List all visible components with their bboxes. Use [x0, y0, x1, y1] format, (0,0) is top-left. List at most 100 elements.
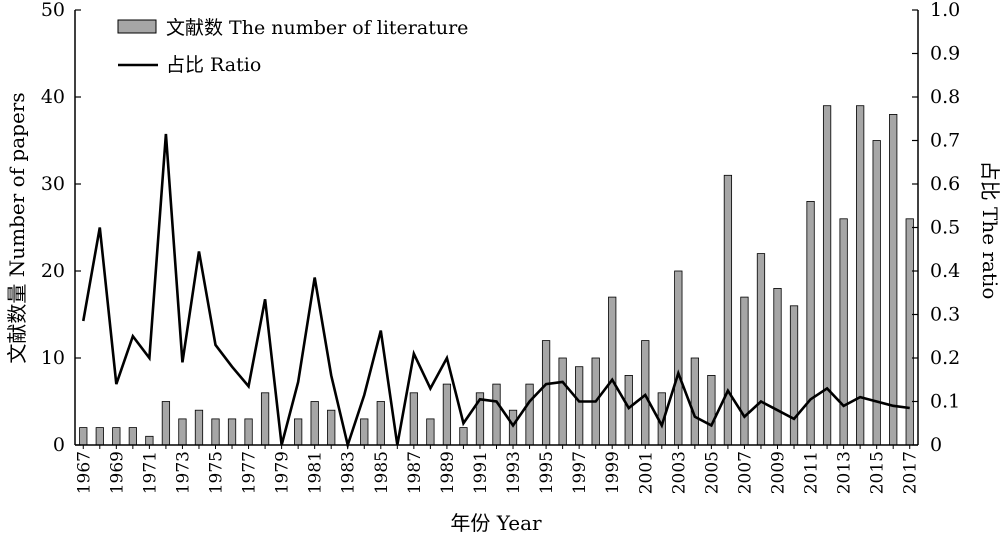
right-tick-label: 0 [930, 434, 942, 456]
bar-1984 [360, 418, 369, 446]
x-tick-label: 2009 [769, 451, 789, 494]
left-tick-label: 10 [41, 347, 65, 369]
bar-1975 [211, 418, 220, 446]
bar-1967 [79, 427, 88, 446]
x-tick-label: 1967 [74, 451, 94, 494]
left-tick-label: 20 [41, 260, 65, 282]
x-tick-label: 1999 [603, 451, 623, 494]
bar-1976 [227, 418, 237, 446]
bar-1995 [541, 340, 551, 446]
right-tick-label: 0.9 [930, 43, 960, 65]
x-tick-label: 1969 [107, 451, 127, 494]
right-tick-label: 0.6 [930, 173, 960, 195]
bar-2008 [756, 253, 766, 446]
bar-1992 [492, 383, 501, 446]
x-tick-label: 1975 [207, 451, 227, 494]
right-tick-label: 0.4 [930, 260, 960, 282]
x-tick-label: 2001 [636, 451, 656, 494]
x-tick-label: 2005 [702, 451, 722, 494]
bar-2017 [905, 218, 914, 446]
x-tick-label: 1985 [372, 451, 392, 494]
bar-1988 [426, 418, 435, 446]
legend: 文献数 The number of literature 占比 Ratio [117, 17, 468, 76]
bar-2007 [740, 296, 749, 446]
bar-2003 [674, 270, 683, 446]
ratio-line-series [81, 133, 910, 450]
right-axis-ticks: 0 0.1 0.2 0.3 0.4 0.5 0.6 0.7 0.8 0.9 1.0 [912, 0, 960, 456]
bar-1981 [310, 401, 319, 446]
bar-1970 [128, 427, 137, 446]
bar-1994 [525, 383, 534, 446]
left-tick-label: 30 [41, 173, 65, 195]
left-axis-ticks: 0 10 20 30 40 50 [41, 0, 81, 456]
right-tick-label: 0.7 [930, 130, 960, 152]
x-axis-title: 年份 Year [450, 511, 542, 535]
legend-line-label: 占比 Ratio [166, 54, 261, 76]
bar-1968 [95, 427, 104, 446]
x-tick-label: 1981 [306, 451, 326, 494]
bar-2006 [723, 174, 733, 446]
bar-2000 [624, 374, 633, 446]
bar-2014 [856, 105, 865, 446]
bar-1977 [244, 418, 253, 446]
bar-1973 [178, 418, 187, 446]
bar-2005 [707, 374, 716, 446]
bar-1996 [558, 357, 567, 446]
bar-1974 [194, 409, 204, 446]
right-tick-label: 0.2 [930, 347, 960, 369]
bar-1999 [608, 296, 617, 446]
x-tick-label: 2003 [669, 451, 689, 494]
bar-2011 [806, 200, 815, 446]
x-tick-label: 1997 [570, 451, 590, 494]
right-tick-label: 1.0 [930, 0, 960, 21]
bar-1989 [442, 383, 452, 446]
y2-axis-title: 占比 The ratio [978, 161, 1000, 300]
bar-2009 [773, 287, 782, 446]
left-tick-label: 0 [53, 434, 65, 456]
bar-2001 [641, 340, 650, 446]
x-tick-label: 2011 [802, 451, 822, 494]
ratio-line [81, 133, 910, 450]
right-tick-label: 0.3 [930, 304, 960, 326]
right-tick-label: 0.8 [930, 86, 960, 108]
x-tick-label: 1983 [339, 451, 359, 494]
x-tick-label: 1971 [140, 451, 160, 494]
bar-2016 [889, 114, 898, 446]
bar-1978 [260, 392, 270, 446]
bar-1980 [294, 418, 303, 446]
x-tick-label: 1973 [173, 451, 193, 494]
bar-1982 [327, 409, 336, 446]
x-tick-label: 1995 [537, 451, 557, 494]
y-axis-title: 文献数量 Number of papers [5, 92, 29, 363]
bar-2015 [872, 140, 881, 446]
bar-1972 [161, 401, 171, 446]
x-tick-label: 2015 [868, 451, 888, 494]
x-tick-label: 2017 [901, 451, 921, 494]
bar-1971 [145, 435, 154, 446]
bar-2013 [839, 218, 848, 446]
bar-1985 [376, 401, 385, 446]
bar-1997 [575, 366, 584, 446]
x-tick-label: 1977 [240, 451, 260, 494]
x-tick-label: 2013 [835, 451, 855, 494]
bar-2010 [789, 305, 799, 446]
right-tick-label: 0.5 [930, 217, 960, 239]
x-tick-label: 1991 [471, 451, 491, 494]
legend-bar-label: 文献数 The number of literature [166, 17, 468, 39]
x-tick-label: 2007 [735, 451, 755, 494]
bar-1987 [409, 392, 418, 446]
bar-2004 [690, 357, 699, 446]
x-tick-label: 1979 [273, 451, 293, 494]
right-tick-label: 0.1 [930, 391, 960, 413]
x-tick-label: 1989 [438, 451, 458, 494]
bar-1969 [112, 427, 121, 446]
left-tick-label: 50 [41, 0, 65, 21]
left-tick-label: 40 [41, 86, 65, 108]
x-tick-label: 1993 [504, 451, 524, 494]
bar-series [79, 105, 914, 446]
bar-1990 [459, 427, 468, 446]
bar-2012 [822, 105, 832, 446]
legend-bar-swatch [117, 19, 157, 34]
x-tick-label: 1987 [405, 451, 425, 494]
